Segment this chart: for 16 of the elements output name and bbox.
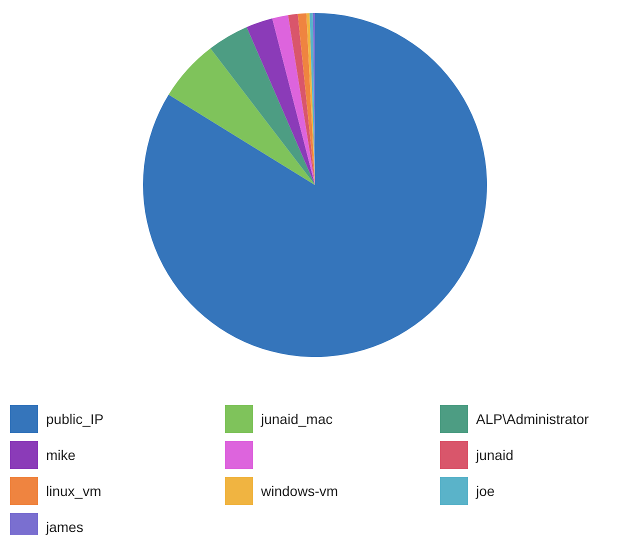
legend-label: ALP\Administrator (476, 411, 590, 427)
legend-label: junaid (475, 447, 514, 463)
pie-slice (143, 13, 487, 357)
pie-slice (298, 13, 315, 185)
pie-slice (288, 14, 315, 185)
legend-label: linux_vm (46, 483, 102, 499)
legend-label: windows-vm (260, 483, 338, 499)
legend-label: joe (475, 483, 495, 499)
pie-slice (246, 18, 315, 185)
legend-label: james (45, 519, 84, 535)
pie-slice (210, 27, 315, 185)
pie-slice (272, 15, 315, 185)
pie-slice (168, 48, 315, 185)
legend-label: mike (46, 447, 76, 463)
legend-label: public_IP (46, 411, 104, 427)
legend-label: junaid_mac (260, 411, 333, 427)
